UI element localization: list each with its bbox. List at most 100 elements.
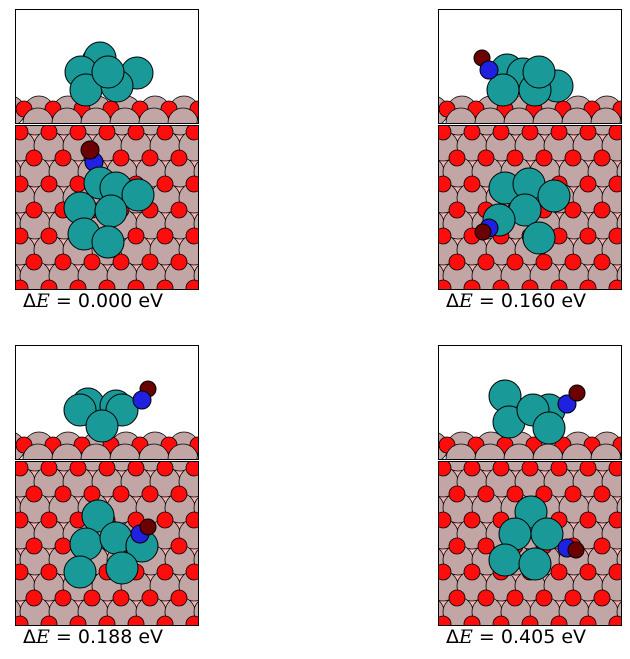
top-view-1 (15, 125, 199, 290)
support-oxygen-atom (185, 462, 198, 477)
top-view-4 (438, 461, 622, 626)
top-view-4-svg (439, 462, 621, 625)
support-oxygen-atom (156, 511, 174, 529)
support-oxygen-atom (535, 253, 553, 271)
support-oxygen-atom (492, 126, 510, 141)
cluster-side-4 (488, 379, 586, 445)
support-metal-atom (167, 107, 198, 123)
support-oxygen-atom (506, 149, 524, 167)
support-oxygen-atom (112, 253, 130, 271)
equals-sign: = (478, 290, 495, 312)
support-oxygen-atom (40, 126, 58, 141)
support-oxygen-atom (54, 589, 72, 607)
support-oxygen-atom (564, 253, 582, 271)
support-oxygen-atom (54, 537, 72, 555)
support-metal-atom (80, 107, 112, 123)
support-oxygen-atom (579, 279, 597, 289)
cluster-atom (518, 547, 552, 581)
support-oxygen-atom (40, 615, 58, 625)
support-oxygen-atom (564, 149, 582, 167)
cluster-side-1 (64, 41, 154, 107)
support-oxygen-atom (448, 589, 466, 607)
energy-unit: eV (138, 626, 164, 648)
support-oxygen-atom (506, 253, 524, 271)
cluster-top-1 (63, 140, 155, 259)
support-oxygen-atom (170, 149, 188, 167)
energy-symbol: E (36, 290, 50, 312)
support-oxygen-atom (141, 253, 159, 271)
equals-sign: = (478, 626, 495, 648)
cluster-atom (69, 527, 103, 561)
cluster-atom (537, 179, 571, 213)
support-oxygen-atom (535, 149, 553, 167)
support-oxygen-atom (492, 615, 510, 625)
support-oxygen-atom (54, 253, 72, 271)
support-oxygen-atom (40, 462, 58, 477)
support-oxygen-atom (16, 227, 29, 245)
support-metal-atom (503, 107, 535, 123)
support-oxygen-atom (439, 511, 452, 529)
surface-side-atoms (16, 431, 198, 459)
support-oxygen-atom (16, 615, 29, 625)
side-view-3-svg (16, 380, 198, 459)
side-view-4-svg (439, 379, 621, 459)
support-metal-atom (22, 443, 54, 459)
support-oxygen-atom (448, 485, 466, 503)
support-oxygen-atom (579, 175, 597, 193)
adsorbate-n-atom (557, 394, 577, 414)
top-view-3-svg (16, 462, 198, 625)
cluster-atom (105, 551, 139, 585)
support-oxygen-atom (564, 589, 582, 607)
cluster-top-2 (474, 167, 571, 255)
energy-value: 0.188 (77, 626, 133, 648)
cluster-atom (121, 178, 155, 212)
support-metal-atom (22, 107, 54, 123)
energy-value: 0.405 (500, 626, 556, 648)
support-oxygen-atom (463, 126, 481, 141)
support-oxygen-atom (593, 485, 611, 503)
support-oxygen-atom (69, 462, 87, 477)
support-oxygen-atom (127, 126, 145, 141)
support-metal-atom (167, 443, 198, 459)
support-oxygen-atom (463, 563, 481, 581)
support-metal-atom (561, 443, 593, 459)
cluster-atom (532, 411, 566, 445)
support-metal-atom (620, 107, 621, 115)
energy-label-4: ΔE = 0.405 eV (446, 626, 586, 648)
support-metal-atom (620, 443, 621, 451)
support-oxygen-atom (185, 227, 198, 245)
energy-symbol: E (459, 290, 473, 312)
support-oxygen-atom (141, 589, 159, 607)
support-oxygen-atom (170, 485, 188, 503)
support-oxygen-atom (16, 462, 29, 477)
support-metal-atom (138, 443, 170, 459)
surface-side-atoms (16, 95, 198, 123)
support-oxygen-atom (156, 462, 174, 477)
support-metal-atom (196, 452, 198, 459)
support-oxygen-atom (579, 227, 597, 245)
support-metal-atom (532, 107, 564, 123)
top-view-2 (438, 125, 622, 290)
support-metal-atom (619, 116, 621, 123)
equals-sign: = (55, 626, 72, 648)
support-oxygen-atom (185, 279, 198, 289)
top-view-3 (15, 461, 199, 626)
adsorbate-o-atom (568, 384, 586, 402)
side-view-2-svg (439, 49, 621, 123)
energy-unit: eV (138, 290, 164, 312)
support-metal-atom (109, 443, 141, 459)
support-metal-atom (80, 443, 112, 459)
delta-symbol: Δ (23, 626, 36, 648)
support-oxygen-atom (521, 279, 539, 289)
support-oxygen-atom (156, 175, 174, 193)
side-view-4 (438, 345, 622, 460)
support-oxygen-atom (112, 149, 130, 167)
support-oxygen-atom (463, 615, 481, 625)
support-metal-atom (590, 107, 621, 123)
support-oxygen-atom (439, 175, 452, 193)
adsorbate-n-atom (479, 60, 499, 80)
cluster-top-3 (63, 499, 159, 589)
support-metal-atom (197, 443, 198, 451)
support-oxygen-atom (185, 563, 198, 581)
surface-top-atoms (439, 462, 621, 625)
